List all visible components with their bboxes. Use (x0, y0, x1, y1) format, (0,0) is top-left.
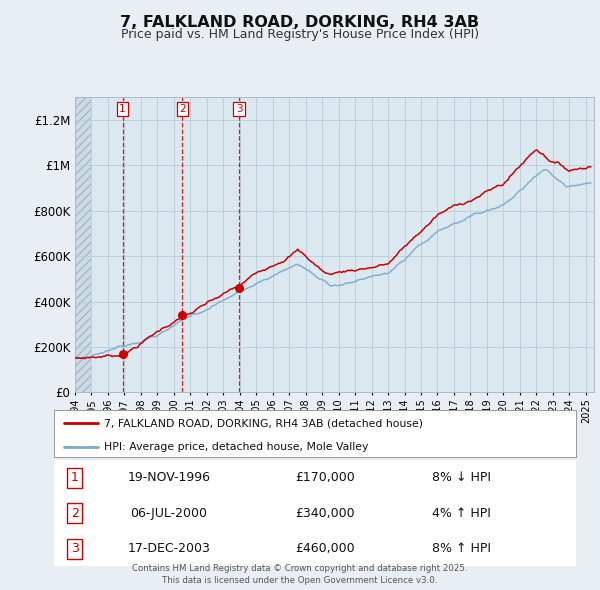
Text: 17-DEC-2003: 17-DEC-2003 (127, 542, 210, 555)
Text: Contains HM Land Registry data © Crown copyright and database right 2025.
This d: Contains HM Land Registry data © Crown c… (132, 565, 468, 585)
Text: 3: 3 (236, 104, 242, 114)
Text: 7, FALKLAND ROAD, DORKING, RH4 3AB: 7, FALKLAND ROAD, DORKING, RH4 3AB (121, 15, 479, 30)
Text: 19-NOV-1996: 19-NOV-1996 (127, 471, 211, 484)
Text: £460,000: £460,000 (296, 542, 355, 555)
Text: £170,000: £170,000 (296, 471, 355, 484)
Text: 2: 2 (71, 507, 79, 520)
Text: 8% ↑ HPI: 8% ↑ HPI (431, 542, 491, 555)
Text: 06-JUL-2000: 06-JUL-2000 (130, 507, 208, 520)
Text: £340,000: £340,000 (296, 507, 355, 520)
Bar (75, 97, 91, 392)
Text: 3: 3 (71, 542, 79, 555)
Text: 2: 2 (179, 104, 185, 114)
Text: 8% ↓ HPI: 8% ↓ HPI (431, 471, 491, 484)
Text: 4% ↑ HPI: 4% ↑ HPI (432, 507, 491, 520)
Text: 1: 1 (119, 104, 126, 114)
Text: 7, FALKLAND ROAD, DORKING, RH4 3AB (detached house): 7, FALKLAND ROAD, DORKING, RH4 3AB (deta… (104, 418, 422, 428)
Text: HPI: Average price, detached house, Mole Valley: HPI: Average price, detached house, Mole… (104, 442, 368, 452)
Text: Price paid vs. HM Land Registry's House Price Index (HPI): Price paid vs. HM Land Registry's House … (121, 28, 479, 41)
Text: 1: 1 (71, 471, 79, 484)
